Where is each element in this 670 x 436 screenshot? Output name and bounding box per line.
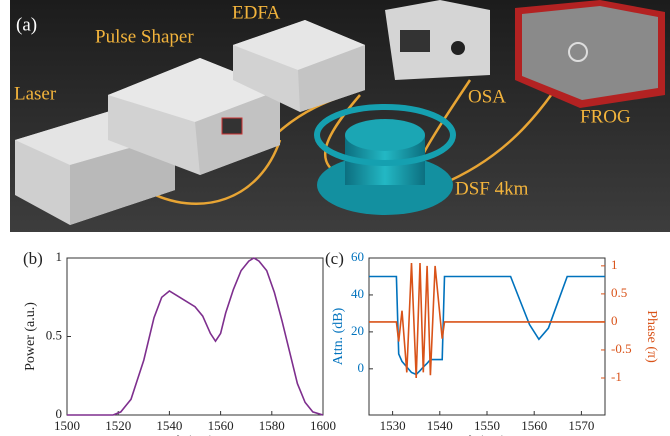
y-axis-label: Attn. (dB) — [331, 307, 346, 365]
x-tick-label: 1580 — [259, 418, 285, 433]
y-tick-label: 60 — [351, 249, 364, 264]
panel-label: (b) — [23, 249, 43, 268]
x-tick-label: 1520 — [105, 418, 131, 433]
y-tick-label: 0 — [56, 406, 63, 421]
plot-frame — [67, 258, 323, 415]
x-tick-label: 1560 — [521, 418, 547, 433]
panel-label: (a) — [16, 14, 37, 35]
y2-tick-label: 0 — [611, 313, 618, 328]
x-tick-label: 1600 — [310, 418, 336, 433]
osa-knob — [451, 41, 465, 55]
x-tick-label: 1570 — [568, 418, 594, 433]
x-tick-label: 1560 — [208, 418, 234, 433]
shaper-screen — [222, 118, 242, 134]
y-tick-label: 0.5 — [46, 327, 62, 342]
spool-top — [345, 119, 425, 151]
device-label: Laser — [14, 83, 57, 104]
data-line — [67, 258, 323, 415]
figure: (a) Laser Pulse Shaper EDFA OSA FROG DSF… — [0, 0, 670, 436]
data-line — [369, 277, 605, 375]
y-tick-label: 1 — [56, 249, 63, 264]
y-tick-label: 40 — [351, 286, 364, 301]
setup-illustration: (a) Laser Pulse Shaper EDFA OSA FROG DSF… — [10, 0, 670, 232]
x-tick-label: 1530 — [380, 418, 406, 433]
osa-screen — [400, 30, 430, 52]
y2-tick-label: 0.5 — [611, 285, 627, 300]
device-label: Pulse Shaper — [95, 26, 194, 47]
y2-axis-label: Phase (π) — [644, 310, 659, 363]
y-axis-label: Power (a.u.) — [23, 302, 38, 371]
x-tick-label: 1540 — [156, 418, 182, 433]
device-label: OSA — [468, 86, 506, 107]
y-tick-label: 0 — [358, 360, 365, 375]
y2-tick-label: 1 — [611, 257, 618, 272]
x-tick-label: 1550 — [474, 418, 500, 433]
y2-tick-label: -1 — [611, 369, 622, 384]
device-label: DSF 4km — [455, 178, 529, 199]
device-label: EDFA — [232, 2, 280, 23]
y2-tick-label: -0.5 — [611, 341, 632, 356]
y-tick-label: 20 — [351, 323, 364, 338]
device-label: FROG — [580, 106, 631, 127]
panel-label: (c) — [325, 249, 344, 268]
data-line — [369, 263, 605, 378]
x-tick-label: 1540 — [427, 418, 453, 433]
